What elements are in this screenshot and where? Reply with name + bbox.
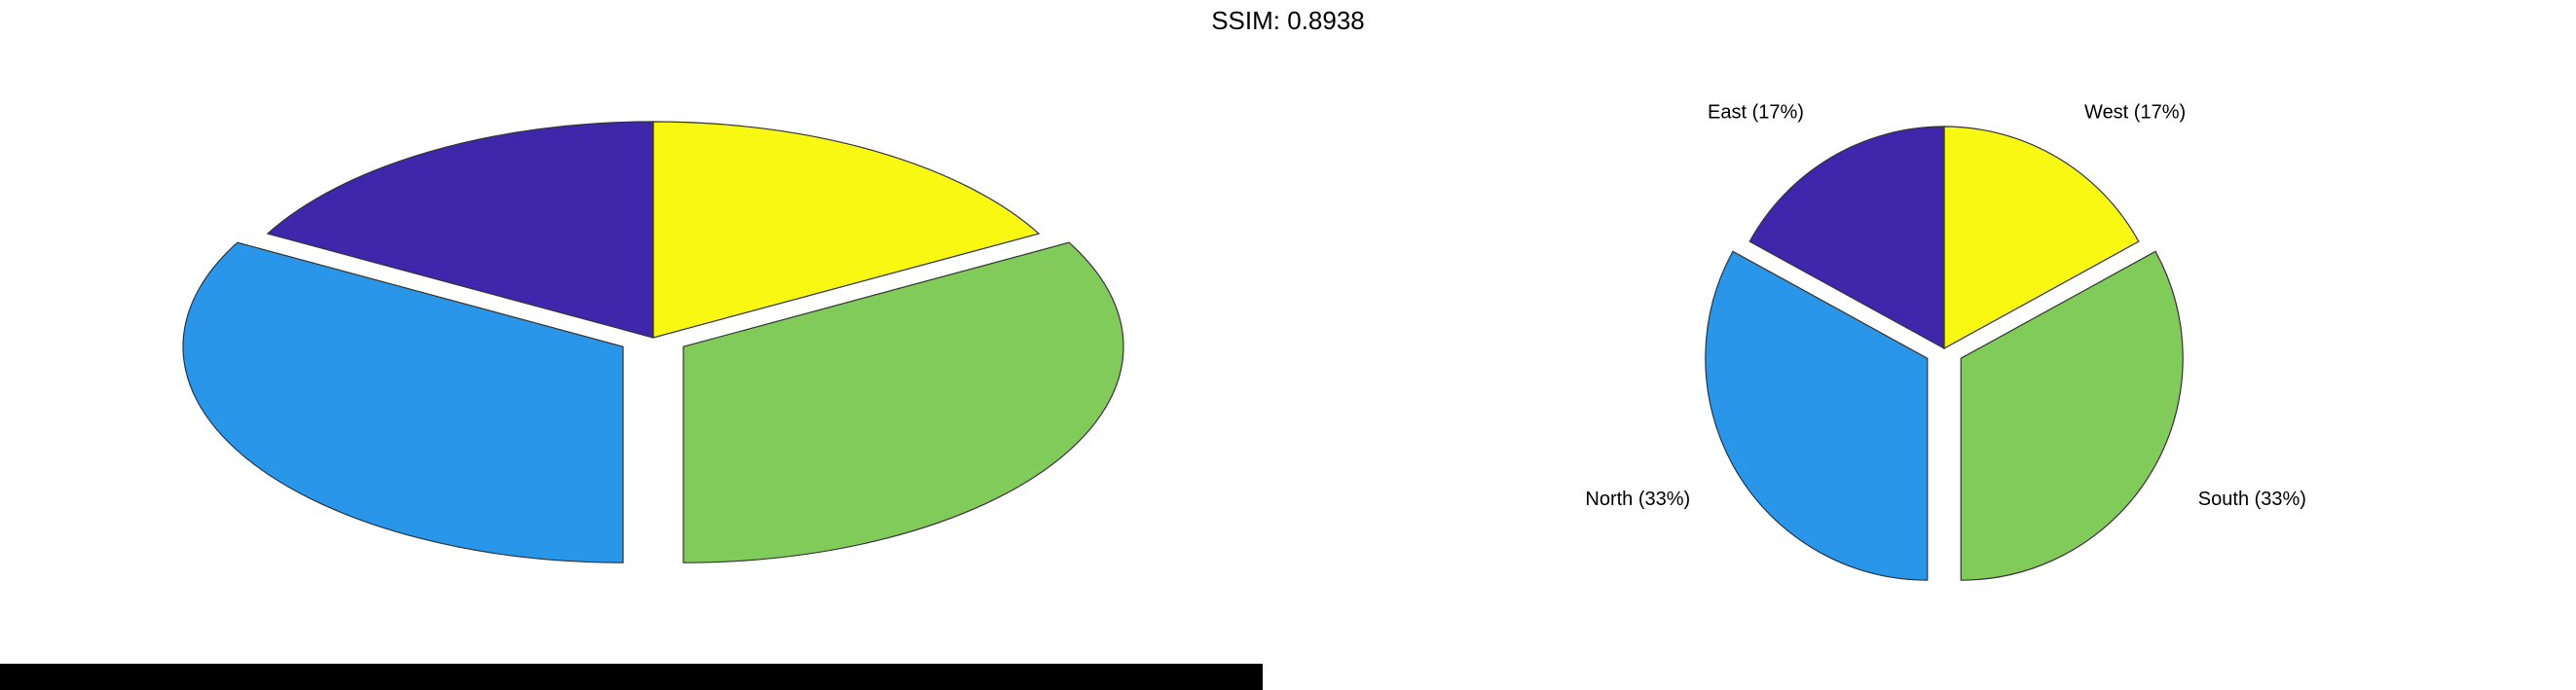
pie-slice-east <box>1748 126 1945 350</box>
pie-slice-south <box>682 241 1124 563</box>
slice-label-south: South (33%) <box>2198 489 2306 510</box>
pie-slice-north <box>1705 250 1929 581</box>
bottom-bar <box>0 664 1263 690</box>
slice-label-north: North (33%) <box>1585 489 1690 510</box>
figure-title: SSIM: 0.8938 <box>1211 6 1365 35</box>
pie-slice-north <box>182 241 624 563</box>
stretched-pie-chart <box>182 121 1124 563</box>
slice-label-east: East (17%) <box>1708 101 1804 123</box>
pie-slice-west <box>1943 126 2140 350</box>
pie-chart: West (17%) South (33%) North (33%) East (17… <box>1585 101 2306 581</box>
slice-label-west: West (17%) <box>2084 101 2186 123</box>
pie-slice-west <box>652 121 1041 339</box>
pie-slice-east <box>266 121 654 339</box>
pie-slice-south <box>1960 250 2184 581</box>
